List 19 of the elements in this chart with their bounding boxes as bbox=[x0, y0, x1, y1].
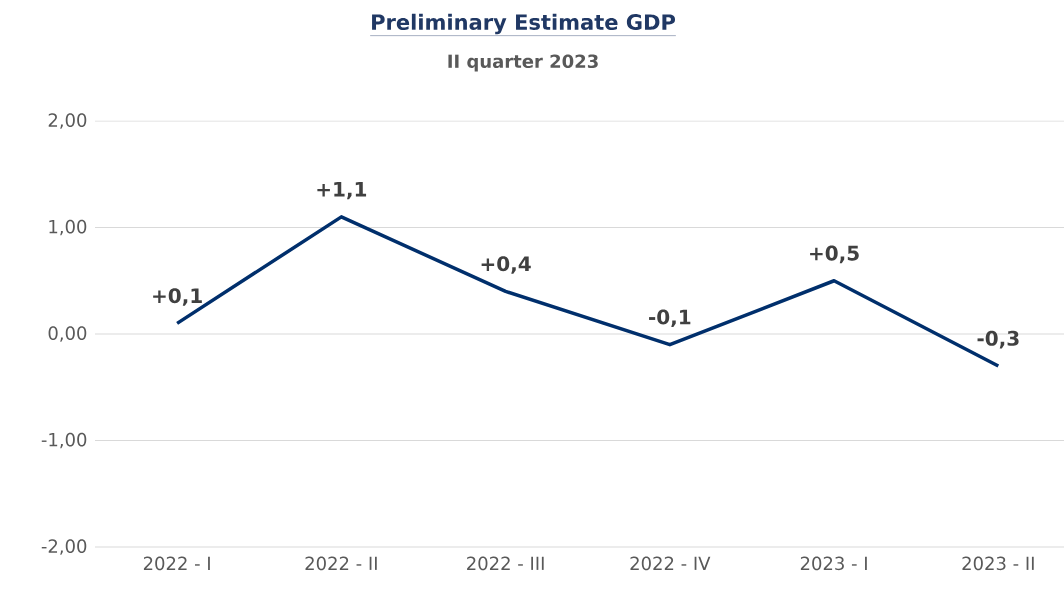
data-label: +1,1 bbox=[317, 181, 367, 200]
y-tick-label: 0,00 bbox=[48, 326, 87, 342]
x-tick-label: 2023 - II bbox=[962, 556, 1034, 571]
x-tick-label: 2022 - IV bbox=[630, 556, 711, 571]
x-tick-label: 2022 - III bbox=[467, 556, 544, 571]
y-tick-label: -1,00 bbox=[41, 432, 87, 449]
y-tick-label: 2,00 bbox=[48, 113, 87, 129]
y-tick-label: 1,00 bbox=[49, 219, 87, 236]
x-tick-label: 2022 - II bbox=[305, 556, 377, 571]
chart-subtitle: II quarter 2023 bbox=[448, 54, 598, 72]
y-tick-label: -2,00 bbox=[41, 539, 87, 555]
x-tick-label: 2023 - I bbox=[800, 556, 867, 571]
data-label: +0,5 bbox=[810, 245, 859, 264]
chart-title: Preliminary Estimate GDP bbox=[372, 13, 676, 35]
data-label: +0,4 bbox=[481, 256, 531, 274]
data-label: -0,3 bbox=[977, 330, 1019, 349]
data-label: -0,1 bbox=[649, 309, 691, 328]
data-label: +0,1 bbox=[153, 288, 202, 306]
x-tick-label: 2022 - I bbox=[143, 556, 210, 571]
